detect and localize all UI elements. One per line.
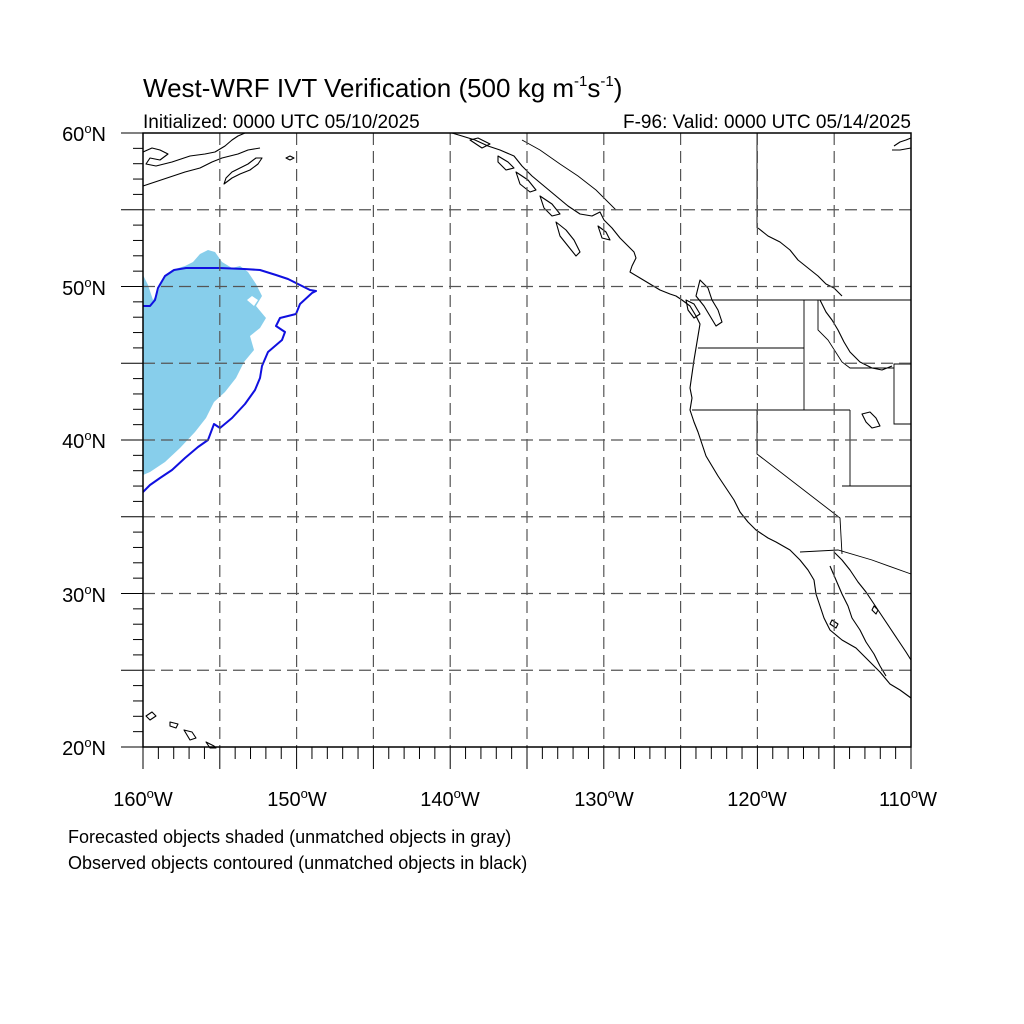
footnote-forecast: Forecasted objects shaded (unmatched obj… xyxy=(68,827,511,847)
figure-title: West-WRF IVT Verification (500 kg m-1s-1… xyxy=(143,73,622,103)
map-frame xyxy=(121,132,912,769)
coastline-alaska-islands xyxy=(469,137,611,257)
us-state-borders xyxy=(692,300,911,555)
lon-label-110w: 110oW xyxy=(879,786,937,811)
init-time-label: Initialized: 0000 UTC 05/10/2025 xyxy=(143,112,420,133)
coastline-gulf-of-california xyxy=(829,551,912,677)
title-sup1: -1 xyxy=(574,73,587,90)
observed-ivt-contour xyxy=(142,267,317,493)
lon-label-130w: 130oW xyxy=(574,786,634,811)
title-main: West-WRF IVT Verification (500 kg m xyxy=(143,73,574,103)
lon-label-150w: 150oW xyxy=(267,786,327,811)
axis-ticks xyxy=(121,132,912,769)
lon-label-140w: 140oW xyxy=(420,786,480,811)
lat-label-40: 40oN xyxy=(62,428,106,453)
lat-label-50: 50oN xyxy=(62,275,106,300)
coastline-canada-interior xyxy=(757,137,912,371)
lat-label-60: 60oN xyxy=(62,121,106,146)
title-mid: s xyxy=(587,73,600,103)
title-end: ) xyxy=(614,73,623,103)
coastline-great-salt-lake xyxy=(861,411,881,429)
coastline-british-columbia xyxy=(685,279,723,327)
coastline-hawaii xyxy=(145,711,217,749)
lat-lon-grid xyxy=(143,133,911,747)
lon-label-120w: 120oW xyxy=(727,786,787,811)
lat-label-30: 30oN xyxy=(62,582,106,607)
us-mexico-border xyxy=(799,549,912,575)
lat-label-20: 20oN xyxy=(62,735,106,760)
valid-time-label: F-96: Valid: 0000 UTC 05/14/2025 xyxy=(623,112,911,133)
forecast-ivt-object xyxy=(143,250,266,475)
footnote-observed: Observed objects contoured (unmatched ob… xyxy=(68,853,527,873)
lon-label-160w: 160oW xyxy=(113,786,173,811)
coastline-alaska xyxy=(142,132,912,699)
forecast-hole xyxy=(247,296,258,306)
title-sup2: -1 xyxy=(600,73,613,90)
